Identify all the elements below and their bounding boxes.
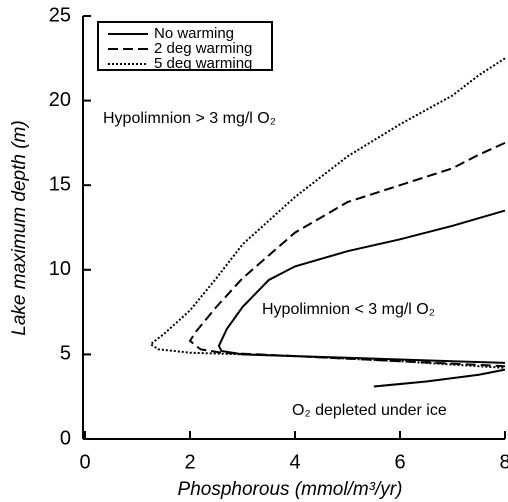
y-tick-label: 10 [49,258,71,280]
x-tick-label: 4 [289,451,300,473]
x-axis-label: Phosphorous (mmol/m³/yr) [178,479,403,500]
y-tick-label: 25 [49,4,71,26]
x-tick-label: 0 [79,451,90,473]
series-line [217,209,506,388]
x-tick-label: 6 [394,451,405,473]
series-line [148,57,506,369]
legend-label: No warming [154,25,234,42]
annotation: Hypolimnion > 3 mg/l O₂ [103,110,276,127]
y-axis-label: Lake maximum depth (m) [9,120,30,335]
x-tick-label: 2 [184,451,195,473]
series-line [188,141,506,368]
x-tick-label: 8 [499,451,508,473]
y-tick-label: 15 [49,173,71,195]
legend-label: 2 deg warming [154,40,252,57]
legend-box [97,21,273,71]
annotation: Hypolimnion < 3 mg/l O₂ [262,301,435,318]
legend-label: 5 deg warming [154,55,252,72]
annotation: O₂ depleted under ice [292,402,447,419]
y-tick-label: 5 [60,343,71,365]
y-tick-label: 0 [60,427,71,449]
y-tick-label: 20 [49,89,71,111]
